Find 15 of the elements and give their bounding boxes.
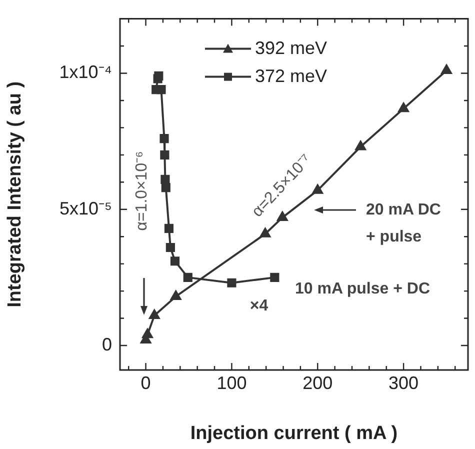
legend-label: 392 meV: [255, 38, 328, 58]
y-tick-label: 5x10⁻⁵: [60, 198, 112, 218]
y-axis-title: Integrated Intensity ( au ): [4, 81, 26, 308]
x-tick-label: 200: [302, 372, 333, 393]
y-tick-label: 1x10⁻⁴: [59, 62, 112, 82]
y-tick-label: 0: [102, 334, 112, 354]
annotation: ×4: [250, 297, 268, 314]
x-axis-title: Injection current ( mA ): [190, 422, 398, 444]
annotation: α=1.0×10⁻⁶: [133, 151, 150, 231]
x-tick-label: 100: [216, 372, 247, 393]
legend-label: 372 meV: [255, 66, 328, 86]
x-tick-label: 300: [388, 372, 419, 393]
x-tick-label: 0: [140, 372, 151, 393]
annotation: 10 mA pulse + DC: [295, 280, 430, 298]
annotation: 20 mA DC + pulse: [366, 201, 442, 246]
